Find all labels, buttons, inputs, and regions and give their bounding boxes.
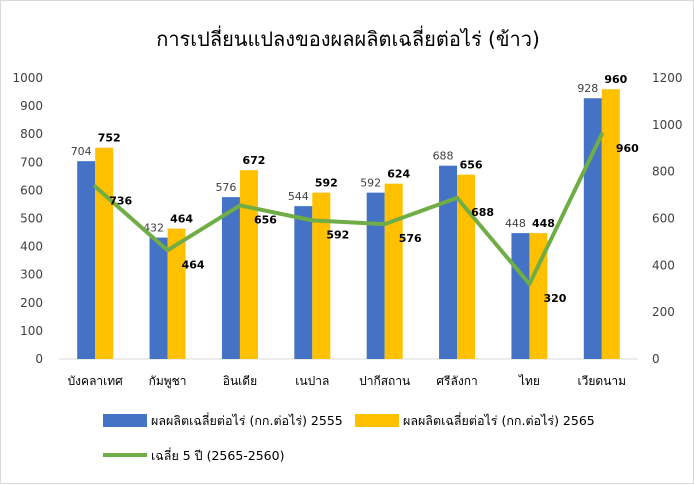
line-point	[166, 248, 170, 252]
bar-2555	[221, 197, 240, 359]
right-axis-tick-label: 1200	[652, 71, 683, 85]
line-point	[527, 282, 531, 286]
category-label: บังคลาเทศ	[68, 374, 124, 388]
data-label-2565: 656	[460, 159, 483, 172]
right-axis-tick-label: 1000	[652, 118, 683, 132]
data-label-2565: 592	[315, 177, 338, 190]
data-label-5yr-average: 736	[109, 195, 132, 208]
bar-2555	[439, 165, 458, 359]
left-axis-tick-label: 0	[35, 352, 43, 366]
bar-2555	[149, 237, 168, 359]
data-label-2565: 464	[170, 213, 193, 226]
bar-2565	[384, 183, 403, 359]
plot-area: 0 100 200 300 400 500 600 700 800 900 1000 0 200 400 6…	[12, 71, 682, 389]
line-point	[455, 196, 459, 200]
category-label: เวียดนาม	[578, 374, 627, 388]
data-label-5yr-average: 960	[616, 142, 639, 155]
data-label-2555: 688	[433, 150, 454, 163]
left-axis-tick-label: 1000	[12, 71, 43, 85]
category-label: ศรีลังกา	[436, 374, 477, 388]
data-label-5yr-average: 576	[399, 232, 422, 245]
data-label-5yr-average: 464	[182, 258, 205, 271]
legend-swatch-2565	[355, 414, 399, 427]
left-axis-tick-label: 900	[20, 99, 43, 113]
data-label-2565: 624	[387, 168, 410, 181]
data-label-5yr-average: 656	[254, 213, 277, 226]
right-axis-tick-label: 0	[652, 352, 660, 366]
category-label: ไทย	[518, 374, 540, 388]
bar-2555	[294, 206, 313, 359]
bar-2565	[457, 174, 476, 359]
bar-2565	[529, 233, 548, 359]
category-label: อินเดีย	[223, 374, 257, 388]
left-axis-tick-label: 800	[20, 127, 43, 141]
bar-2565	[95, 147, 114, 359]
data-label-5yr-average: 688	[471, 206, 494, 219]
line-point	[310, 218, 314, 222]
data-label-2555: 928	[577, 82, 598, 95]
bar-2565	[312, 192, 331, 359]
left-axis-tick-label: 100	[20, 324, 43, 338]
right-axis-tick-label: 200	[652, 305, 675, 319]
data-label-2555: 448	[505, 217, 526, 230]
left-axis-tick-label: 400	[20, 240, 43, 254]
data-label-2565: 960	[604, 73, 627, 86]
data-label-2565: 448	[532, 217, 555, 230]
data-label-2555: 576	[215, 181, 236, 194]
data-label-2565: 752	[98, 132, 121, 145]
bar-2565	[239, 170, 258, 359]
category-label: กัมพูชา	[149, 374, 187, 389]
legend-label-5yr-average: เฉลี่ย 5 ปี (2565-2560)	[151, 447, 284, 463]
left-axis-tick-label: 500	[20, 212, 43, 226]
bar-2565	[601, 89, 620, 360]
right-axis-tick-label: 800	[652, 165, 675, 179]
left-axis-tick-label: 200	[20, 296, 43, 310]
data-label-5yr-average: 592	[326, 228, 349, 241]
legend-swatch-2555	[103, 414, 147, 427]
category-label: เนปาล	[295, 374, 329, 388]
data-label-5yr-average: 320	[543, 292, 566, 305]
left-axis-tick-label: 300	[20, 268, 43, 282]
line-point	[93, 185, 97, 189]
left-axis-tick-label: 600	[20, 183, 43, 197]
data-label-2555: 592	[360, 177, 381, 190]
bar-2565	[167, 228, 186, 359]
data-label-2565: 672	[242, 154, 265, 167]
bar-2555	[366, 192, 385, 359]
right-axis-tick-label: 400	[652, 258, 675, 272]
line-point	[238, 203, 242, 207]
line-point	[383, 222, 387, 226]
category-label: ปากีสถาน	[359, 374, 410, 388]
left-axis-tick-label: 700	[20, 155, 43, 169]
bar-2555	[77, 161, 96, 359]
line-point	[600, 132, 604, 136]
data-label-2555: 544	[288, 190, 309, 203]
bar-2555	[511, 233, 530, 359]
legend-label-2565: ผลผลิตเฉลี่ยต่อไร่ (กก.ต่อไร่) 2565	[403, 412, 595, 428]
legend-label-2555: ผลผลิตเฉลี่ยต่อไร่ (กก.ต่อไร่) 2555	[151, 412, 343, 428]
chart-title: การเปลี่ยนแปลงของผลผลิตเฉลี่ยต่อไร่ (ข้า…	[156, 25, 540, 51]
legend: ผลผลิตเฉลี่ยต่อไร่ (กก.ต่อไร่) 2555 ผลผลิ…	[103, 412, 595, 463]
line-5yr-average	[93, 132, 604, 287]
data-label-2555: 704	[71, 145, 92, 158]
right-axis-tick-label: 600	[652, 212, 675, 226]
